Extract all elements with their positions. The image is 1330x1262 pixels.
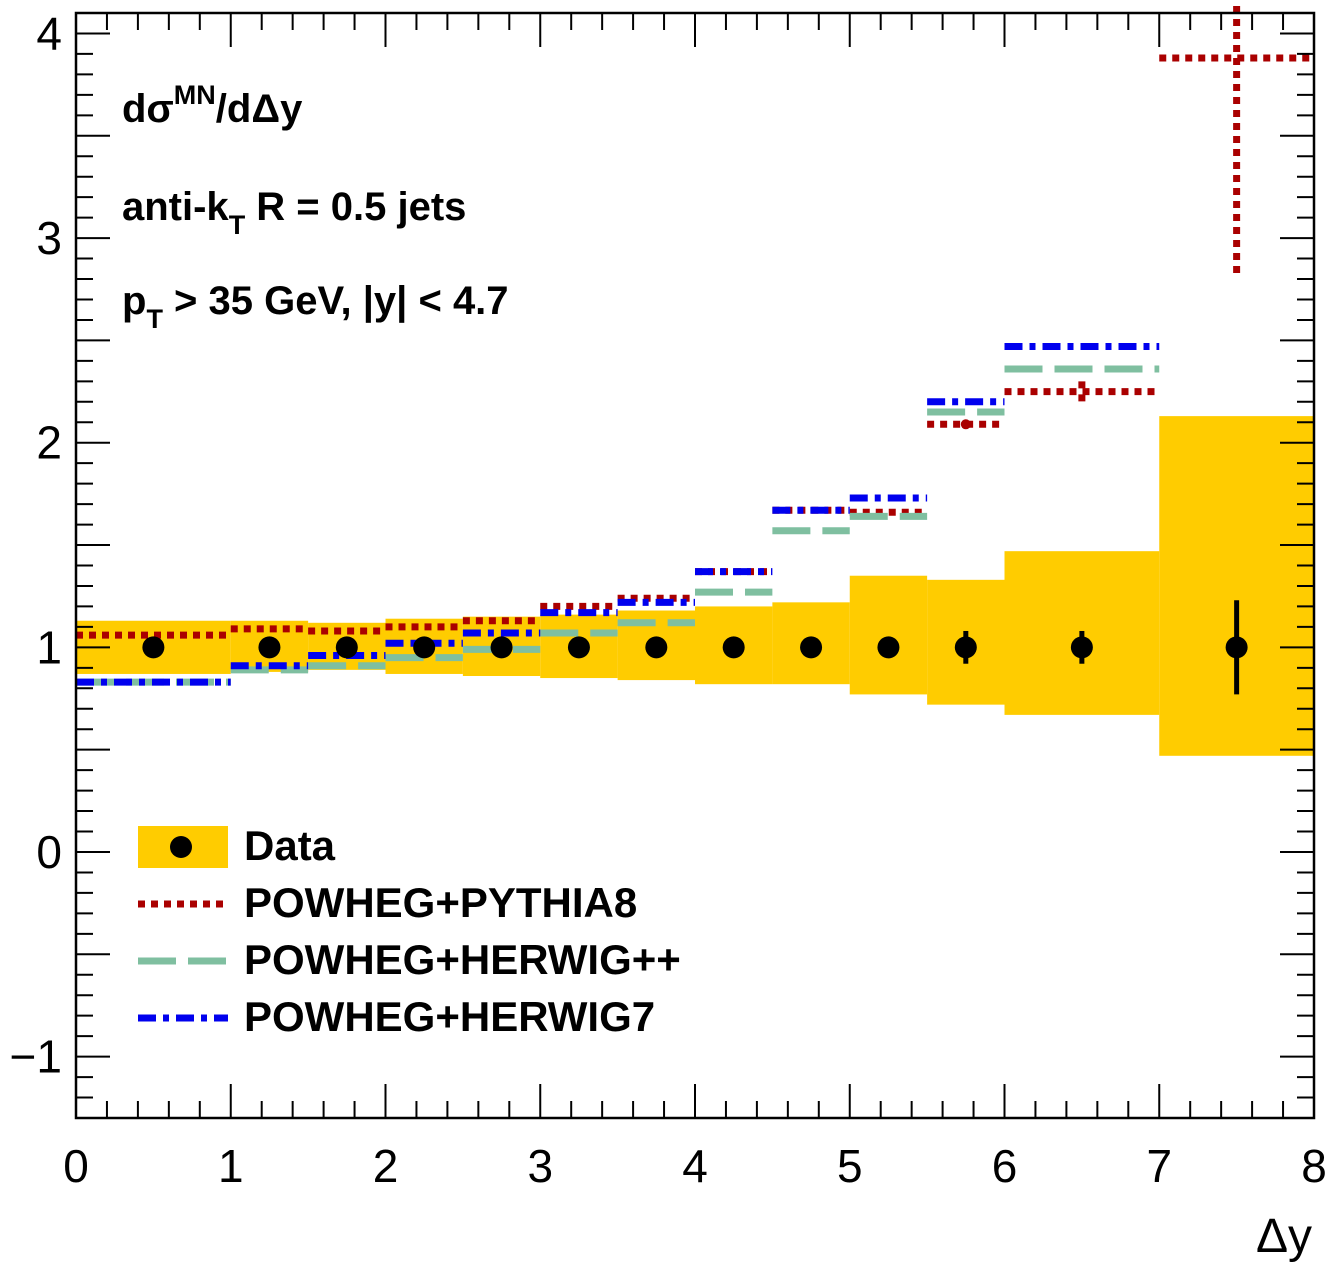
data-point-6 — [645, 636, 668, 659]
data-point-5 — [567, 636, 590, 659]
x-tick-label-4: 4 — [682, 1140, 708, 1192]
y-tick-label-0: −1 — [10, 1031, 62, 1083]
data-point-2 — [335, 636, 358, 659]
legend-label-pythia8: POWHEG+PYTHIA8 — [244, 879, 637, 926]
x-tick-label-2: 2 — [373, 1140, 399, 1192]
y-tick-label-1: 0 — [36, 826, 62, 878]
data-point-7 — [722, 636, 745, 659]
annotation-jet-algorithm: anti-kT R = 0.5 jets — [122, 185, 466, 240]
data-point-0 — [142, 636, 165, 659]
annotation-observable: dσMN/dΔy — [122, 80, 303, 131]
tick-layer: 0 1 2 3 4 5 6 7 8 −1 0 1 2 3 4 — [10, 7, 1327, 1192]
data-point-10 — [954, 636, 977, 659]
data-point-9 — [877, 636, 900, 659]
data-point-12 — [1225, 636, 1248, 659]
x-tick-label-3: 3 — [527, 1140, 553, 1192]
data-band-bin-12 — [1159, 416, 1314, 756]
legend-label-herwig7: POWHEG+HERWIG7 — [244, 993, 655, 1040]
data-point-3 — [413, 636, 436, 659]
x-tick-label-1: 1 — [218, 1140, 244, 1192]
legend: Data POWHEG+PYTHIA8 POWHEG+HERWIG++ POWH… — [138, 822, 681, 1040]
annotation-kinematic-cuts: pT > 35 GeV, |y| < 4.7 — [122, 279, 509, 334]
data-point-4 — [490, 636, 513, 659]
data-band-layer — [76, 416, 1314, 756]
x-tick-label-5: 5 — [837, 1140, 863, 1192]
series-layer — [76, 0, 1314, 686]
legend-label-data: Data — [244, 822, 336, 869]
x-tick-label-6: 6 — [992, 1140, 1018, 1192]
y-tick-label-4: 3 — [36, 212, 62, 264]
x-tick-label-8: 8 — [1301, 1140, 1327, 1192]
x-tick-label-7: 7 — [1146, 1140, 1172, 1192]
y-tick-label-2: 1 — [36, 621, 62, 673]
data-band-bin-9 — [849, 575, 928, 695]
y-tick-label-5: 4 — [36, 7, 62, 59]
data-points-layer — [142, 600, 1248, 695]
data-point-11 — [1070, 636, 1093, 659]
data-point-8 — [800, 636, 823, 659]
x-tick-label-0: 0 — [63, 1140, 89, 1192]
legend-label-herwigpp: POWHEG+HERWIG++ — [244, 936, 681, 983]
legend-swatch-data-marker — [170, 836, 192, 858]
series-0-marker-10 — [960, 419, 971, 430]
x-axis-label: Δy — [1256, 1210, 1312, 1262]
data-point-1 — [258, 636, 281, 659]
y-tick-label-3: 2 — [36, 417, 62, 469]
